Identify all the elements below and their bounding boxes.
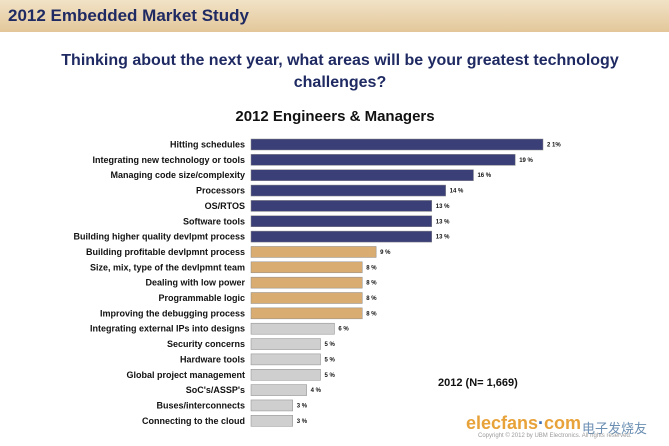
copyright-text: Copyright © 2012 by UBM Electronics. All… (478, 433, 632, 439)
bar-16 (250, 384, 307, 396)
watermark-dot: · (538, 413, 545, 433)
survey-question: Thinking about the next year, what areas… (61, 52, 619, 91)
bar-0 (250, 138, 544, 151)
category-label-14: Hardware tools (180, 354, 245, 364)
bar-11 (250, 307, 363, 320)
watermark-logo: elecfans·com (466, 413, 581, 434)
value-label-17: 3 % (297, 403, 308, 409)
bar-10 (250, 292, 363, 304)
category-label-16: SoC's/ASSP's (186, 385, 245, 395)
value-label-18: 3 % (297, 419, 308, 425)
category-label-6: Building higher quality devlpmt process (73, 232, 245, 242)
watermark-brand: elecfans (466, 413, 539, 433)
category-label-18: Connecting to the cloud (142, 416, 245, 426)
value-label-12: 6 % (338, 327, 349, 333)
bar-7 (250, 246, 377, 258)
bar-12 (250, 322, 335, 335)
value-label-4: 13 % (436, 204, 450, 210)
value-label-3: 14 % (450, 189, 464, 195)
page-title: 2012 Embedded Market Study (8, 6, 249, 25)
category-label-2: Managing code size/complexity (110, 170, 245, 180)
watermark-domain: com (544, 413, 582, 433)
category-label-7: Building profitable devlpmnt process (86, 247, 245, 257)
watermark-cn: 电子发烧友 (582, 422, 648, 437)
category-label-3: Processors (196, 186, 245, 196)
value-label-7: 9 % (380, 250, 391, 256)
value-label-14: 5 % (325, 357, 336, 363)
category-label-1: Integrating new technology or tools (92, 155, 245, 165)
category-label-17: Buses/interconnects (156, 400, 245, 410)
sample-size-label: 2012 (N= 1,669) (438, 377, 518, 389)
value-label-16: 4 % (311, 388, 322, 394)
value-label-15: 5 % (325, 373, 336, 379)
bar-15 (250, 369, 321, 381)
bar-4 (250, 200, 433, 212)
value-label-1: 19 % (519, 158, 533, 164)
category-label-4: OS/RTOS (205, 201, 245, 211)
category-label-11: Improving the debugging process (100, 308, 245, 318)
bar-2 (250, 169, 474, 181)
bar-17 (250, 399, 293, 412)
value-label-6: 13 % (436, 235, 450, 241)
chart-title: 2012 Engineers & Managers (235, 108, 435, 125)
value-label-5: 13 % (436, 219, 450, 225)
value-label-10: 8 % (366, 296, 377, 302)
value-label-13: 5 % (325, 342, 336, 348)
bar-18 (250, 415, 293, 427)
bar-3 (250, 184, 446, 197)
category-label-8: Size, mix, type of the devlpmnt team (90, 262, 245, 272)
bar-13 (250, 338, 321, 350)
header-band (0, 0, 669, 32)
value-label-9: 8 % (366, 281, 377, 287)
bar-8 (250, 261, 363, 274)
bar-1 (250, 154, 516, 166)
bar-9 (250, 276, 363, 289)
bar-5 (250, 215, 433, 227)
bar-14 (250, 353, 321, 366)
value-label-0: 2 1% (547, 143, 561, 149)
category-label-5: Software tools (183, 216, 245, 226)
category-label-0: Hitting schedules (170, 140, 245, 150)
value-label-2: 16 % (477, 173, 491, 179)
value-label-11: 8 % (366, 311, 377, 317)
category-label-15: Global project management (126, 370, 245, 380)
category-label-10: Programmable logic (158, 293, 245, 303)
category-label-12: Integrating external IPs into designs (90, 324, 245, 334)
bar-6 (250, 230, 433, 243)
category-label-9: Dealing with low power (145, 278, 245, 288)
category-label-13: Security concerns (167, 339, 245, 349)
value-label-8: 8 % (366, 265, 377, 271)
